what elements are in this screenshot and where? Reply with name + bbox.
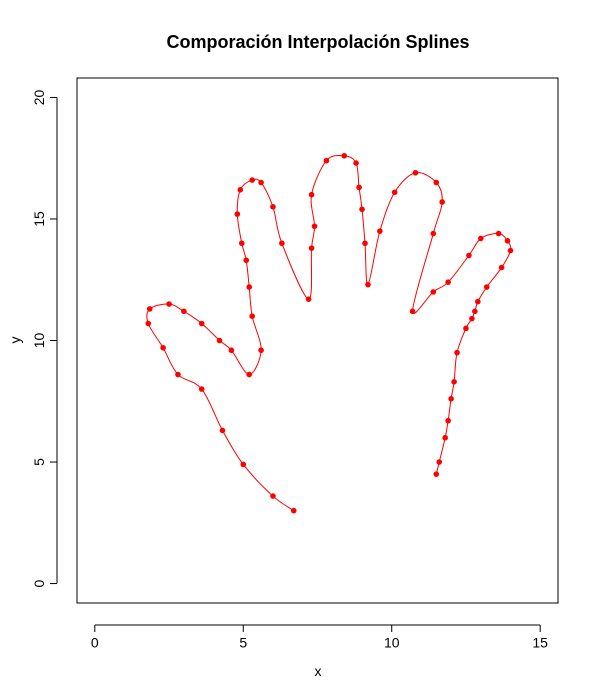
data-point [249,313,255,319]
plot-layer [145,152,514,514]
data-point [198,320,205,327]
x-axis: 0 5 10 15 [91,624,548,650]
y-tick-label: 0 [31,579,47,587]
data-point [359,206,365,213]
data-point [439,199,446,205]
data-point [279,240,285,247]
data-point [249,177,255,183]
data-point [475,298,481,305]
data-point [377,228,383,234]
data-point [478,235,484,242]
data-point [498,264,505,271]
data-point [472,308,478,315]
x-tick-label: 10 [384,634,400,650]
data-point [228,347,235,354]
data-point [451,379,457,385]
y-tick-label: 10 [31,333,47,349]
y-tick-label: 5 [31,458,47,466]
data-point [146,306,153,312]
plot-area-border [76,77,559,604]
data-point [430,230,437,237]
data-point [448,396,454,402]
data-point [198,386,205,392]
y-tick-label: 15 [31,211,47,227]
data-point [234,211,241,217]
y-tick-label: 20 [31,89,47,105]
data-point [243,257,250,264]
data-point [391,189,398,196]
data-point [216,337,223,344]
data-point [507,247,514,254]
data-point [463,325,469,332]
x-tick-label: 15 [532,634,548,650]
data-point [469,315,475,322]
chart-title: Comporación Interpolación Splines [166,32,469,52]
data-point [175,371,181,378]
x-tick-label: 0 [91,634,99,650]
data-point [290,507,297,514]
data-point [240,461,247,468]
data-point [166,301,172,307]
data-point [353,160,359,166]
data-point [341,152,348,159]
data-point [270,204,276,210]
data-point [412,169,419,176]
data-point [258,179,264,186]
data-point [504,238,511,244]
data-point [258,347,264,354]
data-point [356,184,362,191]
data-point [445,279,451,285]
data-point [181,308,187,315]
data-point [219,427,226,434]
data-point [270,493,276,499]
data-point [238,240,245,247]
data-point [308,245,315,251]
data-point [145,320,152,327]
data-point [237,187,244,193]
y-axis-label: y [7,337,23,344]
data-point [311,223,318,230]
data-point [409,308,416,315]
data-point [365,281,371,288]
spline-line [146,154,512,512]
data-point [362,240,368,247]
data-point [433,471,440,477]
x-axis-label: x [315,663,322,679]
y-axis: 0 5 10 15 20 [31,89,58,587]
data-point [246,284,253,290]
data-point [430,289,437,295]
x-tick-label: 5 [239,634,247,650]
data-point [483,284,490,290]
data-point [454,349,460,356]
data-point [433,179,440,186]
data-point [246,371,253,378]
data-point [436,459,443,465]
data-point [305,296,312,302]
data-point [466,252,472,259]
data-point [442,434,448,441]
data-point [323,157,330,164]
data-point [308,191,315,198]
data-point [495,230,502,237]
data-point [445,417,451,424]
data-point [160,344,166,351]
